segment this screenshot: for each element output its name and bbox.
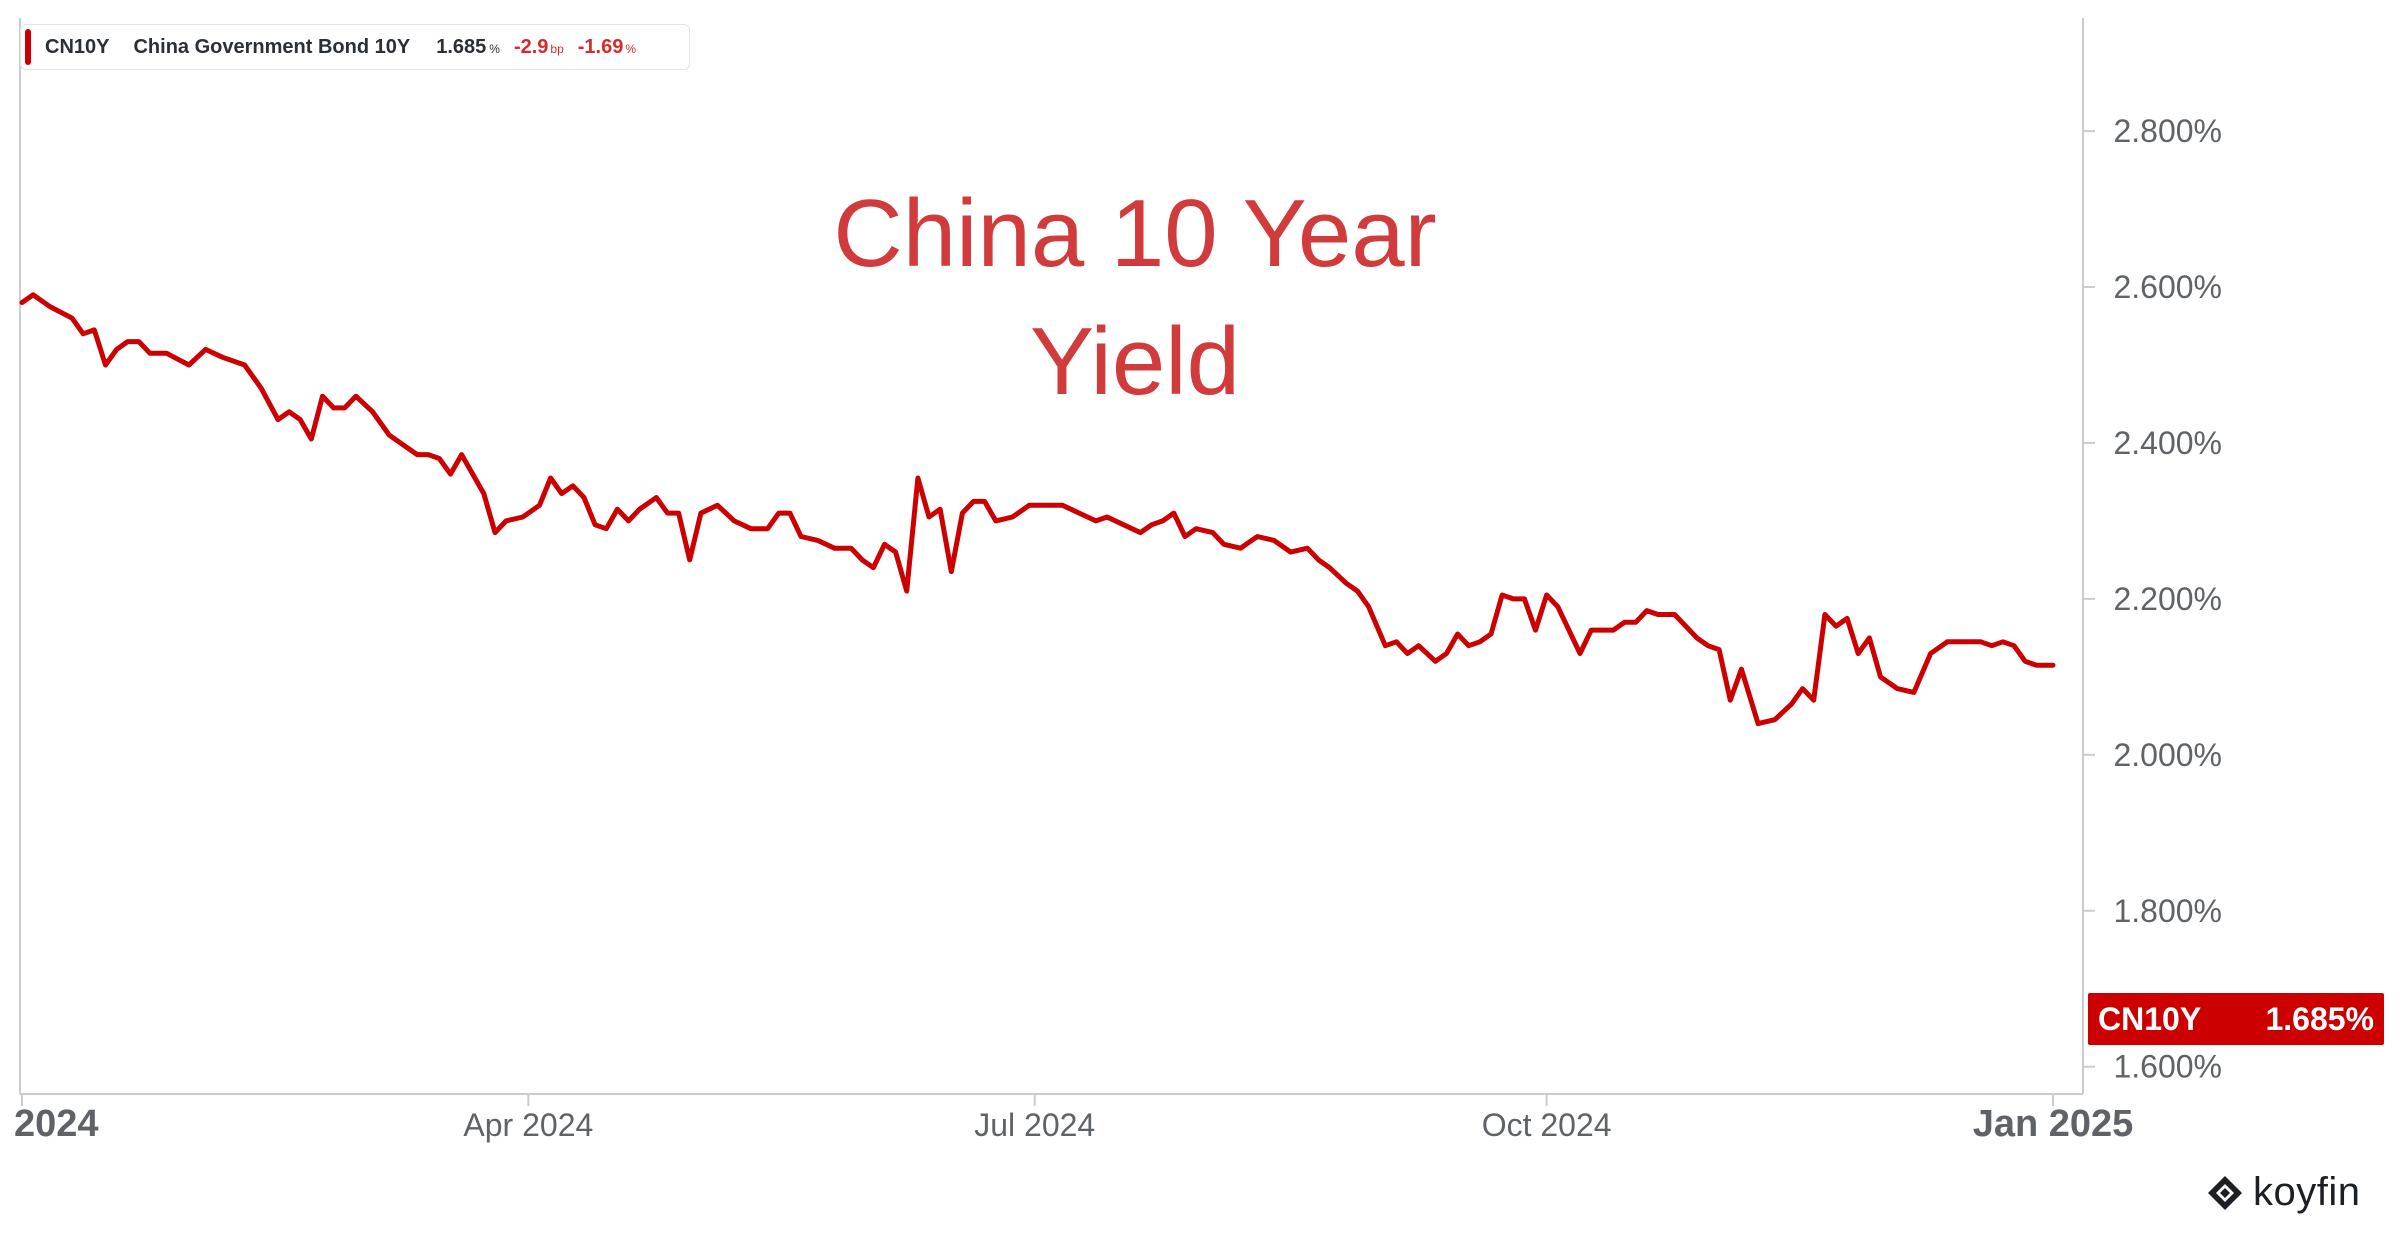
series-group [19, 292, 2056, 727]
x-tick-label: Jul 2024 [974, 1107, 1095, 1143]
legend-change-bp-unit: bp [550, 41, 564, 56]
y-tick-label: 2.000% [2113, 737, 2222, 773]
plot-frame [19, 18, 2084, 1095]
chart-title: China 10 Year Yield [833, 180, 1437, 415]
y-tick-label: 1.600% [2113, 1049, 2222, 1085]
y-tick-label: 1.800% [2113, 893, 2222, 929]
brand-name: koyfin [2253, 1170, 2361, 1214]
legend-change-pct-unit: % [625, 41, 637, 56]
last-price-tag: CN10Y 1.685% [2088, 993, 2384, 1045]
price-tag-value: 1.685% [2265, 1001, 2374, 1037]
legend-value-unit: % [489, 41, 500, 56]
legend-ticker: CN10Y [45, 35, 110, 58]
legend-series-name: China Government Bond 10Y [133, 35, 411, 58]
x-axis: 2024 Apr 2024 Jul 2024 Oct 2024 Jan 2025 [14, 1094, 2133, 1145]
y-tick-label: 2.800% [2113, 113, 2222, 149]
y-axis: 1.600% 1.800% 2.000% 2.200% 2.400% 2.600% 2.80… [2083, 113, 2222, 1085]
legend-swatch [25, 29, 31, 65]
y-tick-label: 2.200% [2113, 581, 2222, 617]
legend[interactable]: CN10Y China Government Bond 10Y 1.685% -… [20, 24, 690, 70]
x-tick-label: Oct 2024 [1482, 1107, 1612, 1143]
price-tag-ticker: CN10Y [2098, 1001, 2201, 1037]
brand-logo: koyfin [2205, 1170, 2361, 1215]
series-line-cn10y [19, 292, 2056, 727]
last-price-tag-bg [2088, 993, 2384, 1045]
y-tick-label: 2.600% [2113, 269, 2222, 305]
legend-change-pct: -1.69% [577, 35, 637, 58]
legend-change-bp: -2.9 bp [513, 35, 564, 58]
x-tick-label: Jan 2025 [1973, 1103, 2134, 1145]
koyfin-logo-icon [2208, 1175, 2242, 1210]
legend-value: 1.685% [436, 35, 500, 58]
x-tick-label: Apr 2024 [463, 1107, 593, 1143]
x-tick-label: 2024 [14, 1103, 99, 1145]
y-tick-label: 2.400% [2113, 425, 2222, 461]
